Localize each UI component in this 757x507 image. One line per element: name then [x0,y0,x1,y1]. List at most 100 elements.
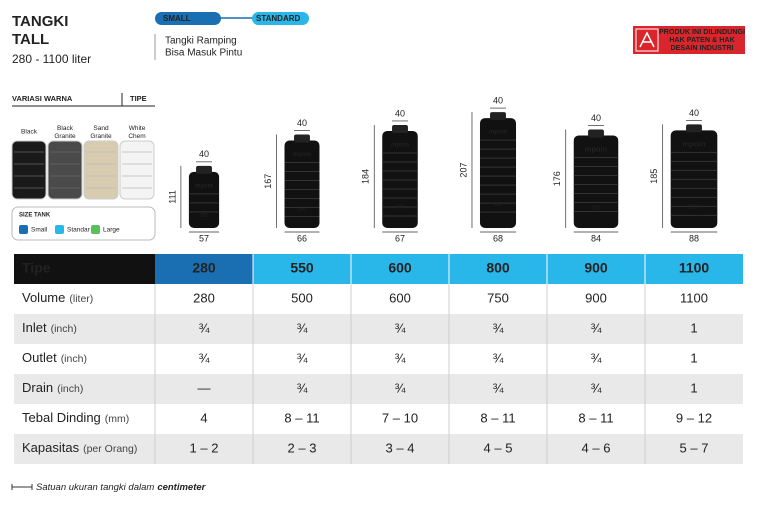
title: TANGKI [12,13,68,30]
size-dot [91,225,100,234]
cell-value: 1 [690,380,697,395]
tank-model: 800 [494,202,503,208]
tank-brand: mpoin [195,183,213,189]
row-label: Tebal Dinding (mm) [22,410,129,425]
variant-title: VARIASI WARNA [12,94,73,103]
row-label-text: Tebal Dinding [22,410,101,425]
tank-cap [588,129,604,138]
tank-cap [392,124,408,133]
cell-value: 900 [585,290,607,305]
dim-height: 184 [361,169,371,184]
color-swatch [11,140,47,200]
cell-value: 1100 [680,290,708,305]
dim-top: 40 [199,149,209,159]
cell-value: 1 – 2 [190,440,219,455]
tank-cap [294,134,310,143]
tank-brand: mpoin [391,143,409,149]
cell-value: ¾ [297,320,308,335]
cell-value: 9 – 12 [676,410,712,425]
tag-pill [155,12,221,25]
row-unit: (mm) [105,413,130,425]
dim-top: 40 [689,108,699,118]
dim-base: 84 [591,233,601,243]
dim-height: 167 [263,174,273,189]
tank-model: 1100 [689,205,700,211]
row-unit: (inch) [51,323,77,335]
cell-value: ¾ [297,380,308,395]
dim-top: 40 [493,95,503,105]
dim-height: 185 [649,169,659,184]
header-value: 800 [486,260,510,276]
dim-base: 57 [199,233,209,243]
badge-icon [635,28,659,52]
cell-value: ¾ [591,350,602,365]
cell-value: 280 [193,290,215,305]
row-bg [14,284,743,314]
badge-text: HAK PATEN & HAK [669,35,735,44]
size-label: Standar [67,227,91,234]
cell-value: 7 – 10 [382,410,418,425]
size-box [11,206,156,241]
tank-cap [490,112,506,121]
color-swatch [119,140,155,200]
tank-body [188,171,220,228]
dim-base: 88 [689,233,699,243]
row-unit: (liter) [69,293,93,305]
row-unit: (inch) [57,383,83,395]
header-cell [645,254,743,284]
cell-value: ¾ [493,350,504,365]
tank-brand: mpoin [489,130,507,136]
dim-height: 176 [552,171,562,186]
description: Bisa Masuk Pintu [165,48,242,59]
tank-brand: mpoin [682,139,706,148]
color-label: Black Granite [54,125,76,140]
variant-title: TIPE [130,94,147,103]
dim-top: 40 [591,113,601,123]
title: TALL [12,31,49,48]
tank-brand: mpoin [585,144,608,153]
row-label-text: Inlet [22,320,47,335]
cell-value: 500 [291,290,313,305]
color-label: Sand Granite [90,125,112,140]
header-value: 280 [192,260,216,276]
cell-value: 2 – 3 [288,440,317,455]
tag: SMALL [163,14,191,23]
row-bg [14,344,743,374]
row-bg [14,314,743,344]
row-label: Kapasitas (per Orang) [22,440,137,455]
dim-top: 40 [395,108,405,118]
header-value: 1100 [679,260,710,276]
header-cell [351,254,449,284]
cell-value: ¾ [199,350,210,365]
dim-base: 66 [297,233,307,243]
footer-emphasis: centimeter [157,482,206,493]
tank-brand: mpoin [293,152,311,158]
badge-text: DESAIN INDUSTRI [670,43,733,52]
cell-value: — [198,380,211,395]
cell-value: 8 – 11 [480,410,515,425]
cell-value: 1 [690,350,697,365]
badge-box [633,26,745,54]
tank-body [573,135,619,228]
cell-value: ¾ [591,380,602,395]
size-dot [55,225,64,234]
dim-base: 68 [493,233,503,243]
cell-value: 5 – 7 [680,440,709,455]
row-label: Inlet (inch) [22,320,77,335]
badge-icon-shape [639,31,655,48]
tank-model: 900 [592,206,601,212]
header-value: 900 [584,260,608,276]
size-title: SIZE TANK [19,213,51,219]
tank-cap [686,124,702,133]
cell-value: 3 – 4 [386,440,415,455]
description: Tangki Ramping [165,36,237,47]
header-cell [155,254,253,284]
size-label: Small [31,227,48,234]
footer-text: Satuan ukuran tangki dalam [36,482,154,493]
cell-value: ¾ [199,320,210,335]
badge-text: PRODUK INI DILINDUNGI [659,27,745,36]
tank-cap [196,165,212,174]
cell-value: 4 – 6 [582,440,611,455]
